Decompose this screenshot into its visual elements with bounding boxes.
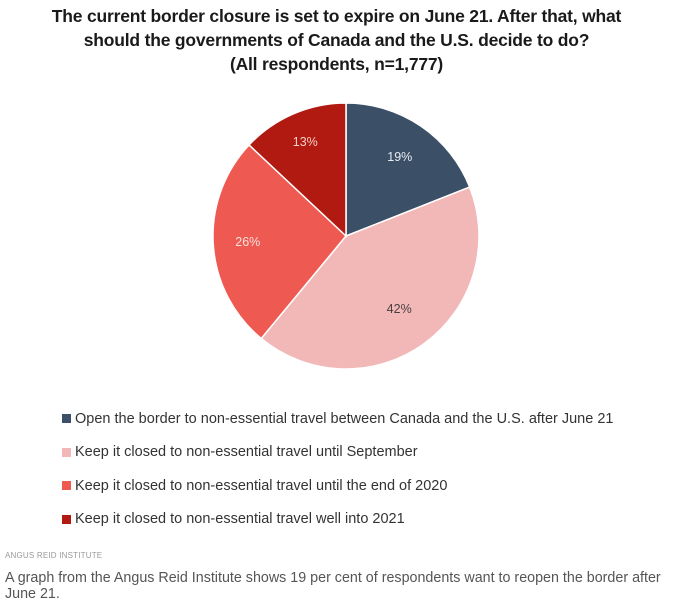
- image-caption: A graph from the Angus Reid Institute sh…: [5, 570, 661, 602]
- slice-label-end-of-2020: 26%: [235, 235, 260, 249]
- pie-slice-until-september: [260, 186, 480, 370]
- legend-swatch: [62, 447, 71, 457]
- legend-item-into-2021: Keep it closed to non-essential travel w…: [62, 503, 613, 537]
- pie-slice-into-2021: [247, 102, 347, 238]
- pie-chart: 19% 42% 26% 13%: [212, 102, 480, 370]
- legend-item-end-of-2020: Keep it closed to non-essential travel u…: [62, 469, 613, 503]
- legend-item-until-september: Keep it closed to non-essential travel u…: [62, 436, 613, 470]
- slice-label-until-september: 42%: [387, 302, 412, 316]
- pie-labels: 19% 42% 26% 13%: [235, 135, 412, 316]
- legend-label: Keep it closed to non-essential travel w…: [75, 511, 405, 528]
- chart-title-line: should the governments of Canada and the…: [83, 30, 590, 50]
- legend-swatch: [62, 514, 71, 524]
- legend-label: Keep it closed to non-essential travel u…: [75, 444, 418, 461]
- legend-label: Open the border to non-essential travel …: [75, 410, 614, 427]
- slice-label-open-border: 19%: [387, 150, 412, 164]
- chart-title: The current border closure is set to exp…: [0, 4, 673, 76]
- image-source-credit: ANGUS REID INSTITUTE: [5, 551, 103, 560]
- pie-slice-open-border: [345, 102, 471, 238]
- legend-swatch: [62, 481, 71, 491]
- legend-swatch: [62, 414, 71, 424]
- chart-subtitle: (All respondents, n=1,777): [229, 54, 444, 74]
- chart-legend: Open the border to non-essential travel …: [62, 402, 613, 536]
- legend-item-open-border: Open the border to non-essential travel …: [62, 402, 613, 436]
- pie-slices: [212, 102, 480, 370]
- chart-title-line: The current border closure is set to exp…: [51, 6, 622, 26]
- slice-label-into-2021: 13%: [293, 135, 318, 149]
- pie-slice-end-of-2020: [212, 143, 348, 340]
- legend-label: Keep it closed to non-essential travel u…: [75, 477, 448, 494]
